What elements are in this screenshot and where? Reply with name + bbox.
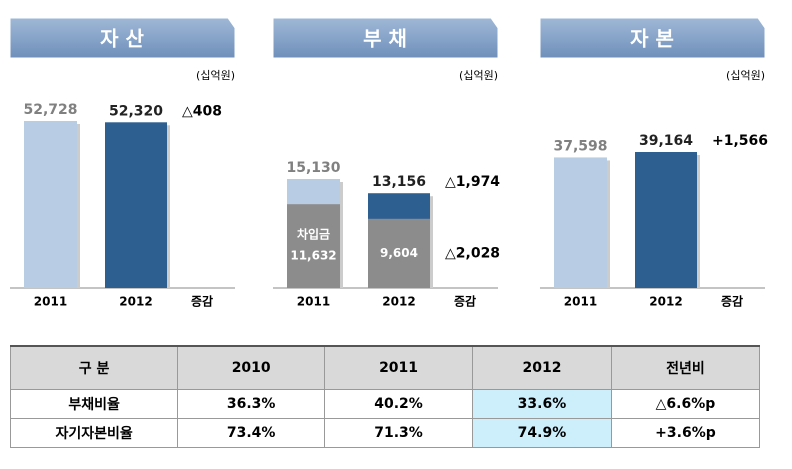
chart-title: 자 본 (630, 27, 674, 51)
value-label: 15,130 (286, 160, 340, 176)
table-cell: △6.6%p (610, 389, 761, 419)
x-tick-label: 2012 (382, 295, 415, 309)
table-cell: 73.4% (177, 418, 326, 448)
unit-label: (십억원) (196, 69, 235, 82)
table-cell: 전년비 (610, 345, 761, 390)
table-cell: 71.3% (324, 418, 473, 448)
x-tick-label: 2012 (649, 295, 682, 309)
bar (105, 122, 167, 289)
bar (554, 157, 607, 288)
unit-label: (십억원) (459, 69, 498, 82)
x-tick-label: 2011 (297, 295, 330, 309)
table-cell: 33.6% (471, 389, 612, 419)
change-value: △1,974 (445, 174, 500, 190)
table-cell: 부채비율 (9, 389, 179, 419)
table-cell: 2011 (324, 345, 473, 390)
value-label: 37,598 (553, 138, 607, 154)
x-tick-label: 2012 (119, 295, 152, 309)
change-header: 증감 (721, 294, 743, 309)
value-label: 39,164 (639, 133, 693, 149)
unit-label: (십억원) (726, 69, 765, 82)
series-name: 차입금 (297, 227, 330, 242)
change-value: △2,028 (445, 245, 500, 261)
charts: 자 산 (십억원) 52,728 2011 52,320 2012 증감 △408 부 채 (십억… (9, 17, 768, 309)
value-label: 52,728 (23, 102, 77, 118)
chart-title: 부 채 (363, 27, 407, 51)
change-header: 증감 (191, 294, 213, 309)
inner-value-label: 9,604 (380, 246, 418, 260)
table-cell: 2010 (177, 345, 326, 390)
title-banner (9, 17, 236, 59)
table-row: 구 분 2010 2011 2012 전년비 (9, 345, 761, 390)
table-cell: 자기자본비율 (9, 418, 179, 448)
change-header: 증감 (454, 294, 476, 309)
table-cell: 74.9% (471, 418, 612, 448)
x-tick-label: 2011 (34, 295, 67, 309)
bar (635, 152, 697, 288)
bar (287, 204, 340, 288)
value-label: 13,156 (372, 174, 426, 190)
change-value: △408 (182, 103, 222, 119)
inner-value-label: 11,632 (290, 249, 336, 263)
title-banner (272, 17, 499, 59)
table-cell: 40.2% (324, 389, 473, 419)
table-cell: 2012 (471, 345, 612, 390)
summary-table: 구 분 2010 2011 2012 전년비 부채비율 36.3% 40.2% 33.6% △6.… (9, 345, 761, 448)
table-row: 자기자본비율 73.4% 71.3% 74.9% +3.6%p (9, 418, 761, 448)
bar (368, 218, 430, 288)
chart-title: 자 산 (100, 27, 144, 51)
title-banner (539, 17, 766, 59)
x-tick-label: 2011 (564, 295, 597, 309)
table-cell: 36.3% (177, 389, 326, 419)
value-label: 52,320 (109, 103, 163, 119)
bar (24, 121, 77, 288)
change-value: +1,566 (712, 133, 768, 149)
table-cell: 구 분 (9, 345, 179, 390)
table-cell: +3.6%p (610, 418, 761, 448)
table-row: 부채비율 36.3% 40.2% 33.6% △6.6%p (9, 389, 761, 419)
